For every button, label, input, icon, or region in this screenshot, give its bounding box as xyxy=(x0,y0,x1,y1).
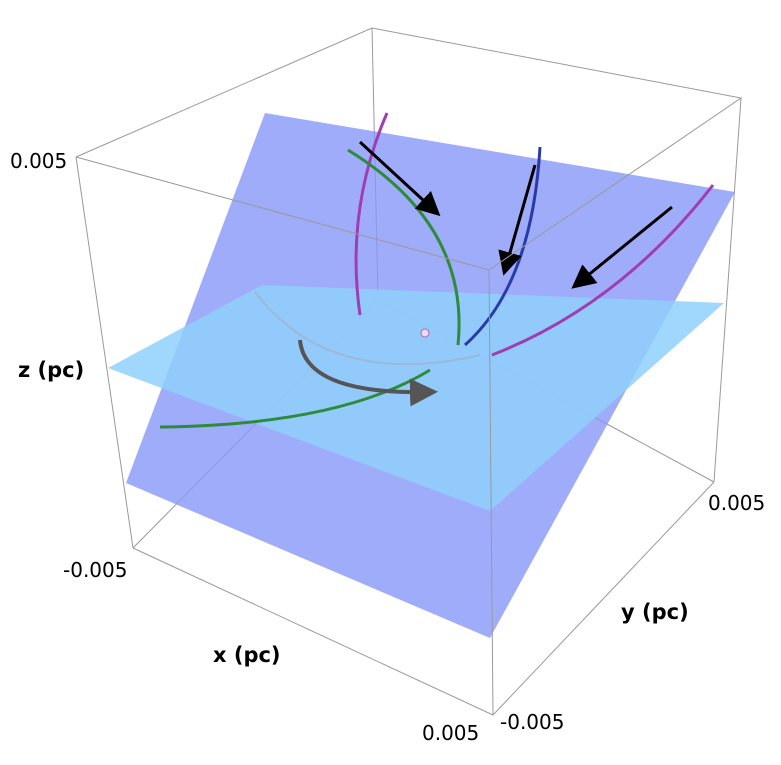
y-tick-label: 0.005 xyxy=(708,491,765,515)
star xyxy=(420,328,430,338)
x-tick-label: -0.005 xyxy=(63,558,127,582)
y-tick-label: -0.005 xyxy=(500,710,564,734)
z-axis-label: z (pc) xyxy=(18,358,84,382)
x-axis-label: x (pc) xyxy=(213,643,281,667)
flow-arrows xyxy=(298,140,673,407)
trajectories xyxy=(159,112,715,429)
x-tick-label: 0.005 xyxy=(422,721,479,745)
box-front xyxy=(75,27,743,716)
z-tick-label: 0.005 xyxy=(10,149,67,173)
y-axis-label: y (pc) xyxy=(621,600,689,624)
